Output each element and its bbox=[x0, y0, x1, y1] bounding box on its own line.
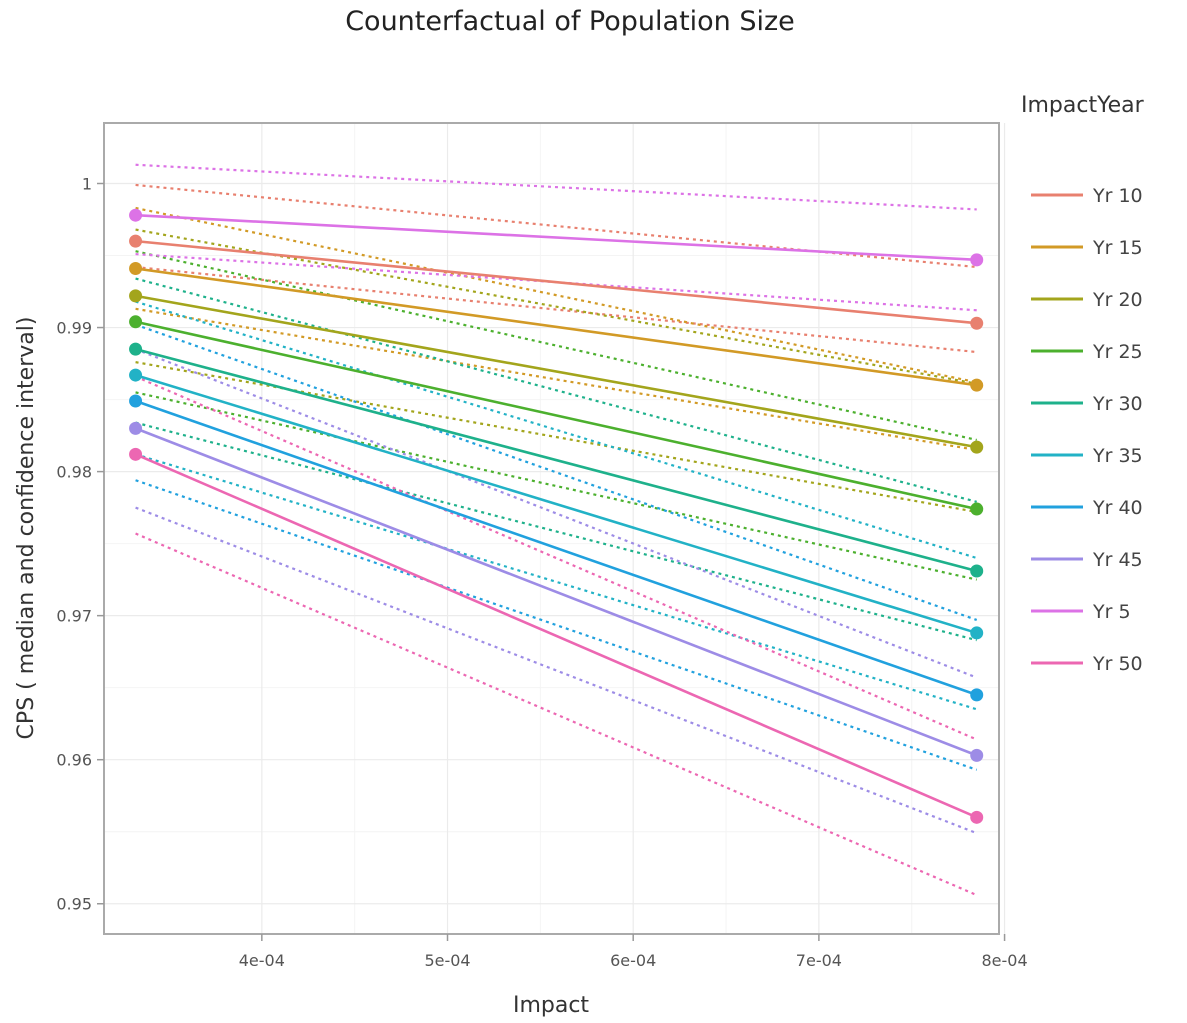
x-axis-title: Impact bbox=[513, 993, 589, 1018]
median-point-yr-25 bbox=[970, 502, 984, 516]
median-point-yr-45 bbox=[129, 421, 143, 435]
ci-lower-yr-10 bbox=[135, 265, 977, 354]
median-point-yr-15 bbox=[129, 261, 143, 275]
ci-lower-yr-40 bbox=[135, 479, 978, 771]
median-point-yr-20 bbox=[970, 440, 984, 454]
median-point-yr-15 bbox=[970, 378, 984, 392]
median-point-yr-10 bbox=[970, 316, 984, 330]
median-layer bbox=[135, 213, 978, 819]
median-point-yr-40 bbox=[970, 688, 984, 702]
y-tick-label: 0.96 bbox=[56, 751, 92, 770]
ci-upper-yr-10 bbox=[135, 183, 977, 269]
legend-label-yr-40: Yr 40 bbox=[1092, 497, 1143, 519]
x-tick-layer: 4e-04 5e-04 6e-04 7e-04 8e-04 bbox=[239, 934, 1028, 970]
median-line-yr-45 bbox=[135, 427, 978, 757]
x-tick-label: 6e-04 bbox=[610, 951, 656, 970]
median-point-yr-50 bbox=[129, 447, 143, 461]
legend-label-yr-5: Yr 5 bbox=[1092, 601, 1131, 623]
x-tick-label: 5e-04 bbox=[424, 951, 470, 970]
median-line-yr-5 bbox=[135, 213, 977, 262]
median-line-yr-25 bbox=[135, 320, 978, 511]
median-point-yr-10 bbox=[129, 234, 143, 248]
legend-label-yr-45: Yr 45 bbox=[1092, 549, 1143, 571]
ci-lower-yr-45 bbox=[135, 506, 978, 835]
chart-title: Counterfactual of Population Size bbox=[345, 6, 795, 37]
point-layer bbox=[129, 208, 984, 824]
y-tick-label: 0.97 bbox=[56, 607, 92, 626]
median-point-yr-50 bbox=[970, 810, 984, 824]
median-point-yr-30 bbox=[970, 564, 984, 578]
ci-upper-yr-40 bbox=[135, 323, 978, 622]
y-tick-label: 0.98 bbox=[56, 463, 92, 482]
median-point-yr-40 bbox=[129, 394, 143, 408]
median-point-yr-5 bbox=[970, 253, 984, 267]
median-line-yr-40 bbox=[135, 399, 978, 697]
ci-lower-yr-15 bbox=[135, 307, 977, 452]
x-tick-label: 8e-04 bbox=[981, 951, 1027, 970]
ci-upper-yr-5 bbox=[135, 163, 977, 211]
y-tick-label: 0.99 bbox=[56, 319, 92, 338]
legend-label-yr-10: Yr 10 bbox=[1092, 185, 1143, 207]
ci-upper-yr-50 bbox=[135, 375, 978, 741]
ci-upper-yr-15 bbox=[135, 206, 977, 384]
ci-upper-yr-30 bbox=[135, 277, 978, 503]
y-tick-label: 0.95 bbox=[56, 895, 92, 914]
legend-label-yr-50: Yr 50 bbox=[1092, 653, 1143, 675]
median-point-yr-35 bbox=[970, 626, 984, 640]
ci-lower-yr-50 bbox=[135, 532, 978, 897]
x-tick-label: 4e-04 bbox=[239, 951, 285, 970]
median-point-yr-30 bbox=[129, 342, 143, 356]
median-point-yr-35 bbox=[129, 368, 143, 382]
median-line-yr-15 bbox=[135, 267, 977, 387]
legend-title: ImpactYear bbox=[1021, 93, 1145, 118]
median-point-yr-5 bbox=[129, 208, 143, 222]
plot-border bbox=[103, 122, 1000, 935]
ci-lower-yr-30 bbox=[135, 421, 977, 642]
median-line-yr-20 bbox=[135, 294, 977, 449]
y-tick-layer: 0.95 0.96 0.97 0.98 0.99 1 bbox=[56, 175, 104, 914]
y-tick-label: 1 bbox=[82, 175, 92, 194]
legend-label-yr-25: Yr 25 bbox=[1092, 341, 1143, 363]
median-point-yr-45 bbox=[970, 748, 984, 762]
median-point-yr-25 bbox=[129, 315, 143, 329]
legend: Yr 10 Yr 15 Yr 20 Yr 25 Yr 30 Yr 35 Yr 40 Yr 45… bbox=[1031, 185, 1143, 675]
x-tick-label: 7e-04 bbox=[796, 951, 842, 970]
legend-label-yr-15: Yr 15 bbox=[1092, 237, 1143, 259]
legend-label-yr-35: Yr 35 bbox=[1092, 445, 1143, 467]
legend-label-yr-30: Yr 30 bbox=[1092, 393, 1143, 415]
grid-layer bbox=[104, 123, 1006, 934]
median-point-yr-20 bbox=[129, 289, 143, 303]
median-line-yr-10 bbox=[135, 239, 977, 325]
legend-label-yr-20: Yr 20 bbox=[1092, 289, 1143, 311]
median-line-yr-35 bbox=[135, 373, 978, 635]
median-line-yr-30 bbox=[135, 347, 978, 573]
y-axis-title: CPS ( median and confidence interval) bbox=[14, 317, 39, 740]
median-line-yr-50 bbox=[135, 453, 978, 819]
